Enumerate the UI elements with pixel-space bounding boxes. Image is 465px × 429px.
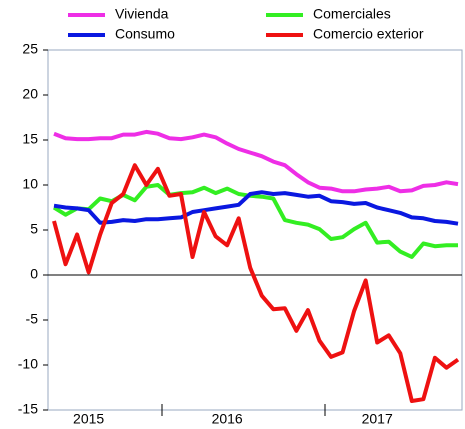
series-line (53, 190, 459, 226)
legend-label: Comercio exterior (313, 26, 424, 42)
x-tick-label: 2015 (73, 411, 104, 427)
x-tick-label: 2016 (212, 411, 243, 427)
y-tick-label: 0 (30, 266, 38, 282)
series-line (52, 163, 460, 403)
series-line (53, 129, 459, 194)
y-tick-label: 20 (22, 86, 38, 102)
y-tick-label: 5 (30, 221, 38, 237)
x-tick-label: 2017 (362, 411, 393, 427)
y-tick-label: -15 (18, 401, 38, 417)
legend-label: Consumo (115, 26, 175, 42)
y-tick-label: -5 (26, 311, 39, 327)
legend-label: Comerciales (313, 6, 391, 22)
y-tick-label: -10 (18, 356, 38, 372)
y-tick-label: 25 (22, 41, 38, 57)
y-tick-label: 10 (22, 176, 38, 192)
legend-label: Vivienda (115, 6, 169, 22)
y-tick-label: 15 (22, 131, 38, 147)
